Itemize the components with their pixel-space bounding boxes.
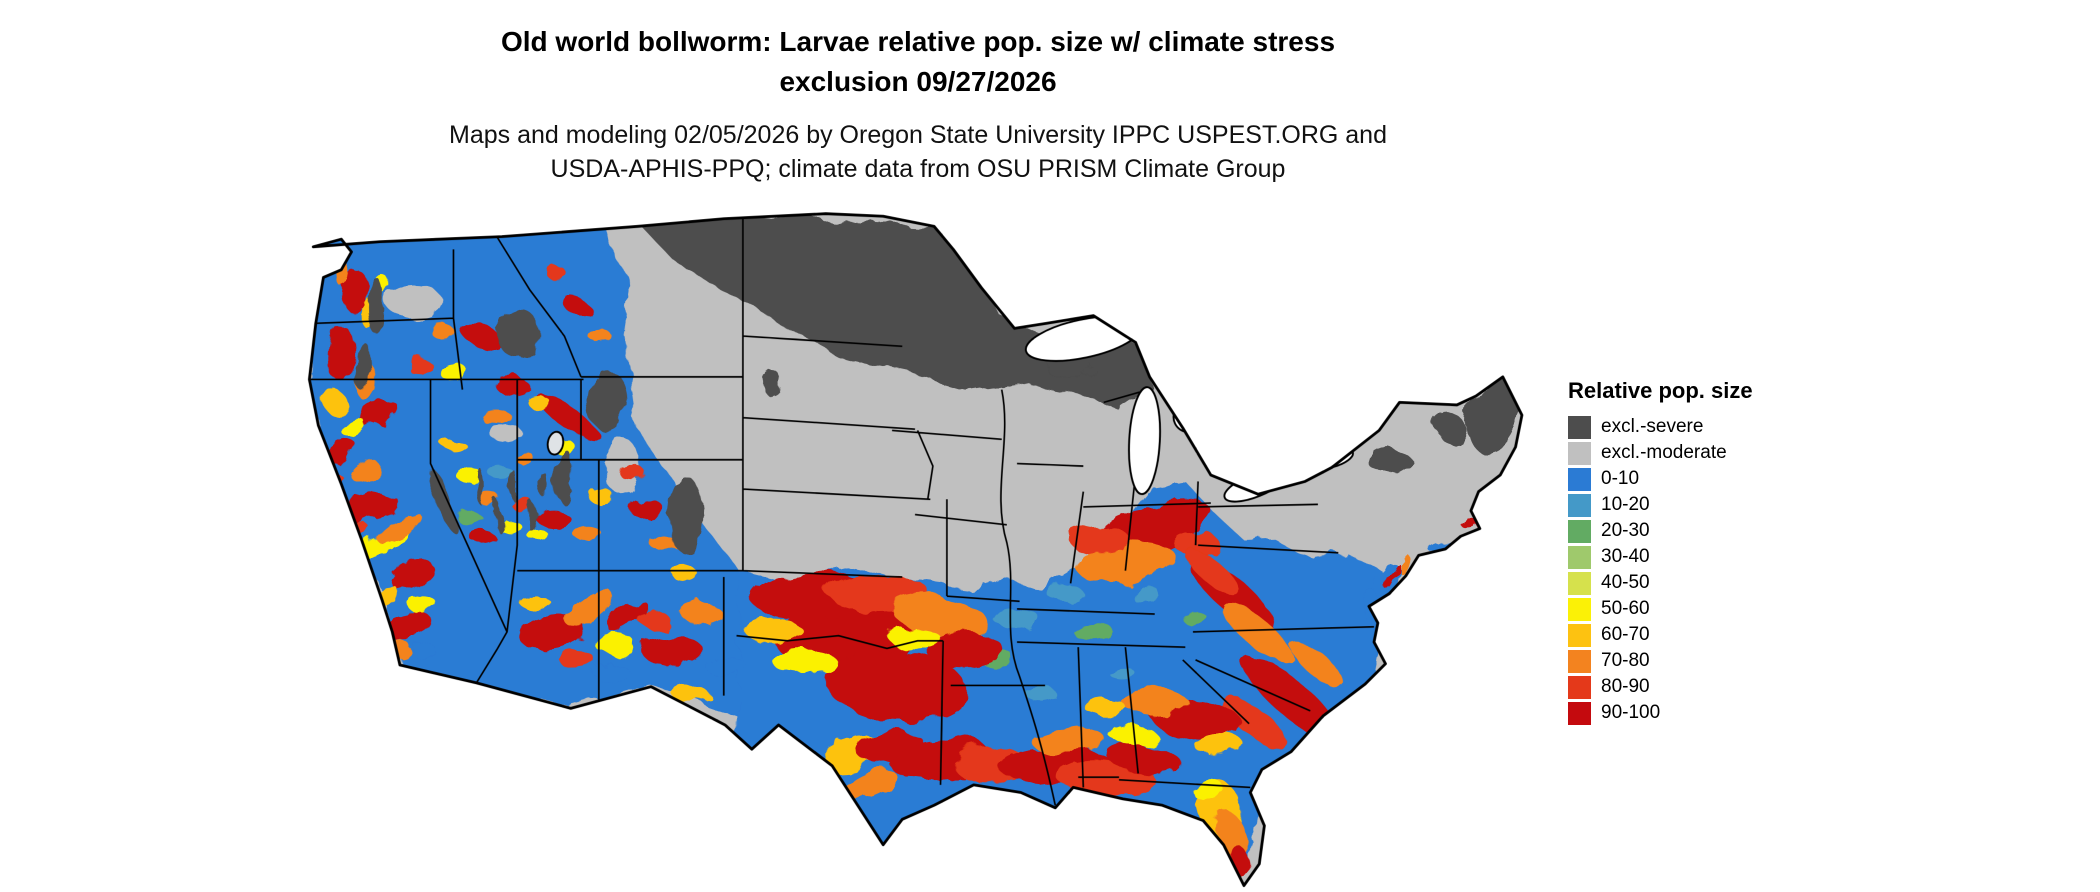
legend-label: 50-60 [1601, 598, 1650, 619]
legend-swatch [1568, 519, 1591, 543]
map-color-layer [309, 213, 1520, 886]
legend-swatch [1568, 571, 1591, 595]
legend-item: excl.-moderate [1568, 440, 1828, 466]
page-title: Old world bollworm: Larvae relative pop.… [501, 22, 1335, 102]
us-outline [307, 212, 1524, 888]
legend-swatch [1568, 701, 1591, 725]
legend-swatch [1568, 675, 1591, 699]
legend-swatch [1568, 649, 1591, 673]
page-subtitle-line2: USDA-APHIS-PPQ; climate data from OSU PR… [550, 155, 1286, 183]
legend-item: 70-80 [1568, 648, 1828, 674]
us-map-svg [307, 212, 1524, 888]
legend-item: 50-60 [1568, 596, 1828, 622]
legend-title: Relative pop. size [1568, 378, 1753, 403]
lake-michigan [1128, 386, 1161, 496]
legend-swatch [1568, 415, 1591, 439]
legend-label: 30-40 [1601, 546, 1650, 567]
legend-swatch [1568, 545, 1591, 569]
legend-label: 40-50 [1601, 572, 1650, 593]
legend-item: 80-90 [1568, 674, 1828, 700]
legend-item: 60-70 [1568, 622, 1828, 648]
legend-swatch [1568, 441, 1591, 465]
legend-item: excl.-severe [1568, 414, 1828, 440]
legend-label: 60-70 [1601, 624, 1650, 645]
page-title-line2: exclusion 09/27/2026 [779, 66, 1057, 97]
legend-label: 90-100 [1601, 702, 1661, 723]
legend-swatch [1568, 467, 1591, 491]
legend-swatch [1568, 493, 1591, 517]
legend-label: excl.-severe [1601, 416, 1704, 437]
legend-label: 0-10 [1601, 468, 1640, 489]
legend: Relative pop. size excl.-severe excl.-mo… [1568, 378, 1828, 726]
legend-item: 0-10 [1568, 466, 1828, 492]
legend-label: 20-30 [1601, 520, 1650, 541]
great-salt-lake [546, 430, 565, 456]
legend-item: 40-50 [1568, 570, 1828, 596]
legend-item: 10-20 [1568, 492, 1828, 518]
legend-label: 10-20 [1601, 494, 1650, 515]
legend-swatch [1568, 623, 1591, 647]
legend-swatch [1568, 597, 1591, 621]
page-subtitle-line1: Maps and modeling 02/05/2026 by Oregon S… [449, 121, 1387, 149]
legend-item: 90-100 [1568, 700, 1828, 726]
legend-label: 70-80 [1601, 650, 1650, 671]
legend-item: 30-40 [1568, 544, 1828, 570]
map-body [309, 213, 1522, 886]
legend-label: excl.-moderate [1601, 442, 1727, 463]
legend-label: 80-90 [1601, 676, 1650, 697]
page-subtitle: Maps and modeling 02/05/2026 by Oregon S… [449, 118, 1387, 186]
state-borders [309, 216, 1375, 806]
legend-item: 20-30 [1568, 518, 1828, 544]
us-map [303, 210, 1527, 888]
page-title-line1: Old world bollworm: Larvae relative pop.… [500, 26, 1336, 57]
